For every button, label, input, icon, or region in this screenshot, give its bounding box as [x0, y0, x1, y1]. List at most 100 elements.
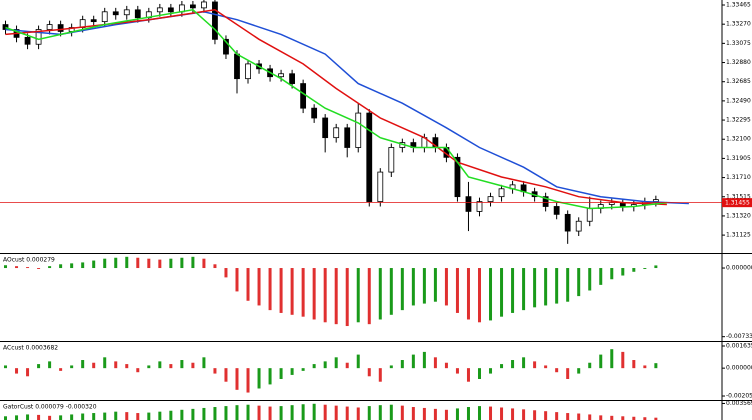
histogram-bar	[544, 411, 548, 420]
candle-body	[322, 117, 329, 139]
histogram-bar	[533, 410, 537, 420]
histogram-bar	[621, 268, 625, 276]
histogram-bar	[158, 259, 162, 269]
histogram-bar	[26, 368, 30, 377]
histogram-bar	[610, 268, 614, 280]
histogram-bar	[59, 368, 63, 371]
y-tick-label: 1.32685	[726, 78, 751, 85]
histogram-bar	[599, 354, 603, 369]
candle-body	[575, 220, 582, 232]
y-tick-label: 1.31710	[726, 174, 751, 181]
histogram-bar	[103, 357, 107, 369]
candle-body	[201, 1, 207, 9]
histogram-bar	[81, 360, 85, 369]
histogram-bar	[59, 264, 63, 269]
histogram-bar	[577, 368, 581, 374]
y-tick-label: 0.003569	[726, 400, 752, 407]
candle-body	[90, 19, 97, 23]
histogram-bar	[400, 405, 404, 420]
histogram-bar	[158, 411, 162, 420]
histogram-bar	[610, 349, 614, 369]
histogram-bar	[511, 268, 515, 313]
histogram-bar	[433, 408, 437, 420]
histogram-bar	[4, 416, 8, 420]
alligator-line	[5, 9, 667, 206]
histogram-bar	[477, 406, 481, 420]
histogram-bar	[48, 266, 52, 269]
candle-body	[366, 112, 373, 202]
histogram-bar	[621, 351, 625, 369]
histogram-bar	[588, 414, 592, 420]
histogram-bar	[70, 263, 74, 269]
histogram-bar	[444, 409, 448, 420]
histogram-bar	[389, 365, 393, 369]
histogram-bar	[213, 368, 217, 374]
candle-body	[278, 73, 284, 78]
histogram-bar	[422, 268, 426, 304]
histogram-bar	[136, 413, 140, 420]
y-tick-label: 1.33270	[726, 21, 751, 28]
histogram-bar	[312, 268, 316, 320]
histogram-bar	[15, 266, 19, 269]
y-tick-label: 1.31125	[726, 232, 751, 239]
candle-body	[377, 171, 384, 202]
histogram-bar	[444, 268, 448, 306]
histogram-bar	[147, 365, 151, 369]
histogram-bar	[610, 415, 614, 420]
histogram-bar	[422, 351, 426, 369]
histogram-bar	[389, 268, 393, 315]
histogram-bar	[48, 361, 52, 369]
histogram-bar	[500, 268, 504, 317]
candle-body	[311, 107, 318, 119]
histogram-bar	[312, 403, 316, 420]
candle-body	[300, 83, 307, 109]
candle-body	[498, 188, 505, 198]
candle-body	[388, 147, 395, 173]
candle-body	[344, 127, 351, 148]
histogram-bar	[191, 408, 195, 420]
histogram-bar	[500, 407, 504, 420]
histogram-bar	[4, 265, 8, 269]
y-tick-label: 1.32490	[726, 97, 751, 104]
y-tick-label: 1.32295	[726, 117, 751, 124]
histogram-bar	[169, 364, 173, 369]
histogram-bar	[599, 268, 603, 285]
histogram-bar	[555, 412, 559, 420]
histogram-bar	[125, 364, 129, 369]
histogram-bar	[279, 268, 283, 313]
histogram-bar	[213, 407, 217, 420]
y-tick-label: 0.0000000	[726, 365, 752, 372]
histogram-bar	[202, 258, 206, 269]
histogram-bar	[279, 368, 283, 379]
histogram-bar	[92, 413, 96, 420]
histogram-bar	[114, 257, 118, 269]
candle-body	[245, 63, 251, 80]
histogram-bar	[323, 268, 327, 323]
histogram-bar	[15, 415, 19, 420]
histogram-bar	[599, 415, 603, 420]
histogram-bar	[466, 268, 470, 320]
candle-body	[190, 4, 196, 9]
candle-body	[333, 127, 340, 139]
histogram-bar	[323, 361, 327, 369]
histogram-bar	[26, 414, 30, 420]
candle-body	[123, 9, 130, 16]
histogram-bar	[70, 365, 74, 369]
histogram-bar	[643, 268, 647, 269]
histogram-bar	[654, 265, 658, 269]
histogram-bar	[48, 415, 52, 420]
histogram-bar	[367, 268, 371, 325]
histogram-bar	[279, 406, 283, 420]
histogram-bar	[533, 361, 537, 369]
histogram-bar	[511, 408, 515, 420]
histogram-bar	[268, 406, 272, 420]
candle-body	[553, 206, 560, 215]
histogram-bar	[125, 256, 129, 269]
histogram-bar	[466, 407, 470, 420]
histogram-bar	[26, 267, 30, 269]
histogram-bar	[356, 407, 360, 420]
candle-body	[46, 24, 53, 30]
histogram-bar	[37, 364, 41, 369]
histogram-bar	[246, 368, 250, 393]
